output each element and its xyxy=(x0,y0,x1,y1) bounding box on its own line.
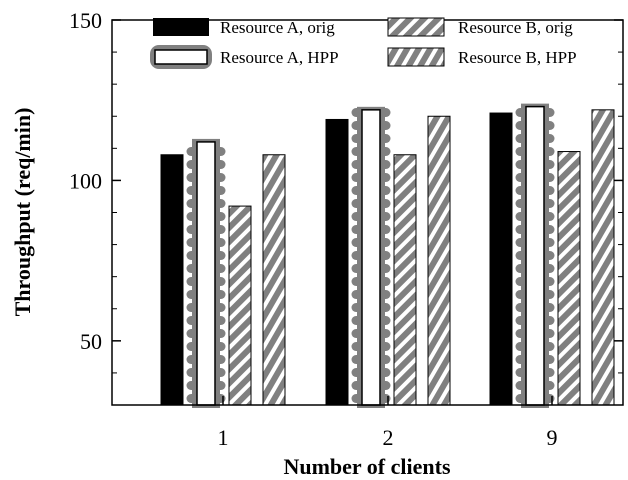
bar-resource-b-hpp-clients-1 xyxy=(262,154,286,406)
legend: Resource A, orig Resource A, HPP Resource … xyxy=(150,17,577,69)
legend-label: Resource B, HPP xyxy=(458,48,577,67)
y-axis-ticks: 50 100 150 xyxy=(69,8,623,374)
bar-resource-a-orig-clients-1 xyxy=(160,154,184,406)
x-axis-ticks: 1 2 9 xyxy=(218,396,558,450)
legend-swatch xyxy=(387,47,445,67)
legend-label: Resource A, HPP xyxy=(220,48,339,67)
x-tick-label: 1 xyxy=(218,425,229,450)
legend-swatch xyxy=(153,18,209,36)
legend-swatch xyxy=(387,17,445,37)
legend-swatch xyxy=(154,49,208,65)
y-axis-title: Throughput (req/min) xyxy=(10,108,35,317)
bar-resource-a-hpp-clients-1 xyxy=(186,138,226,409)
bar-resource-a-hpp-clients-2 xyxy=(351,106,391,408)
bar-resource-b-hpp-clients-9 xyxy=(591,109,615,406)
bar-resource-a-hpp-clients-9 xyxy=(515,103,555,408)
y-tick-label: 50 xyxy=(80,329,102,354)
y-tick-label: 100 xyxy=(69,168,102,193)
bar-resource-b-orig-clients-1 xyxy=(228,205,252,406)
legend-item-resource-b-hpp: Resource B, HPP xyxy=(387,47,577,67)
bar-resource-a-orig-clients-9 xyxy=(489,112,513,406)
bar-resource-a-orig-clients-2 xyxy=(325,118,349,406)
legend-item-resource-b-orig: Resource B, orig xyxy=(387,17,573,37)
y-tick-label: 150 xyxy=(69,8,102,33)
bars-layer xyxy=(160,103,615,409)
x-tick-label: 9 xyxy=(547,425,558,450)
legend-item-resource-a-hpp: Resource A, HPP xyxy=(150,45,339,69)
bar-resource-b-hpp-clients-2 xyxy=(427,115,451,406)
legend-label: Resource B, orig xyxy=(458,18,573,37)
x-axis-title: Number of clients xyxy=(283,454,450,479)
legend-label: Resource A, orig xyxy=(220,18,335,37)
bar-resource-b-orig-clients-2 xyxy=(393,154,417,406)
legend-item-resource-a-orig: Resource A, orig xyxy=(153,18,335,37)
x-tick-label: 2 xyxy=(383,425,394,450)
bar-resource-b-orig-clients-9 xyxy=(557,151,581,406)
